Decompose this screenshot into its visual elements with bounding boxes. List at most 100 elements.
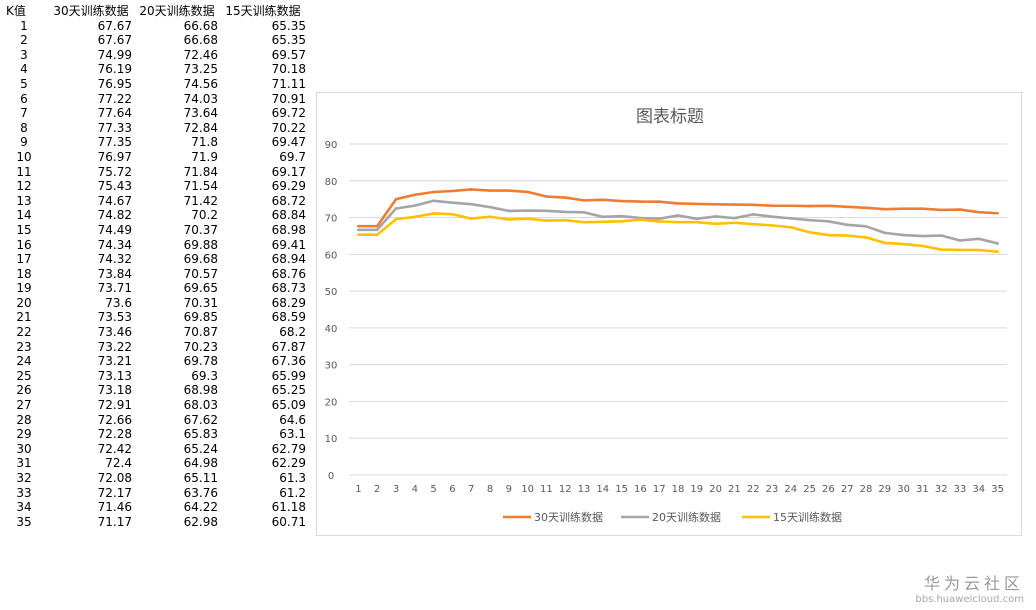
data-point: [751, 213, 755, 216]
data-point: [883, 231, 887, 235]
y-tick-label: 60: [325, 250, 338, 261]
cell-20d: 65.83: [183, 427, 218, 442]
cell-15d: 69.47: [271, 135, 306, 150]
cell-30d: 76.95: [97, 76, 132, 91]
data-point: [545, 219, 548, 222]
table-row: 25 73.13 69.3 65.99: [0, 369, 306, 384]
table-row: 19 73.71 69.65 68.73: [0, 281, 306, 296]
cell-30d: 72.08: [97, 471, 132, 485]
cell-20d: 71.54: [183, 179, 218, 194]
data-point: [789, 225, 793, 229]
column-header-k: K值: [6, 4, 26, 18]
data-point: [845, 234, 849, 237]
cell-20d: 73.25: [183, 62, 218, 77]
column-header-20d: 20天训练数据: [139, 4, 215, 18]
data-point: [526, 190, 529, 194]
cell-20d: 70.23: [183, 339, 218, 354]
table-row: 29 72.28 65.83 63.1: [0, 427, 306, 442]
cell-k: 13: [16, 193, 32, 208]
cell-k: 15: [16, 222, 32, 237]
cell-k: 12: [16, 179, 32, 194]
table-row: 8 77.33 72.84 70.22: [0, 121, 306, 136]
data-point: [357, 233, 360, 236]
data-point: [695, 220, 699, 224]
cell-30d: 67.67: [97, 18, 132, 33]
data-point: [921, 207, 924, 211]
x-tick-label: 14: [596, 484, 609, 495]
data-point: [432, 199, 435, 203]
data-point: [526, 217, 529, 220]
y-tick-label: 50: [325, 287, 338, 298]
cell-30d: 75.72: [97, 164, 132, 179]
data-point: [488, 189, 492, 192]
cell-15d: 68.59: [271, 310, 306, 325]
x-tick-label: 29: [878, 484, 891, 495]
cell-15d: 69.29: [271, 179, 306, 194]
cell-30d: 72.4: [105, 456, 132, 471]
table-row: 31 72.4 64.98 62.29: [0, 456, 306, 471]
x-tick-label: 25: [803, 484, 816, 495]
data-point: [751, 222, 755, 226]
data-point: [808, 204, 811, 208]
data-point: [507, 209, 511, 213]
table-row: 23 73.22 70.23 67.87: [0, 340, 306, 355]
cell-k: 9: [20, 135, 28, 150]
data-point: [789, 204, 793, 208]
cell-30d: 76.97: [97, 149, 132, 164]
cell-15d: 70.18: [271, 62, 306, 77]
data-point: [845, 223, 849, 227]
data-point: [375, 224, 379, 228]
table-row: 35 71.17 62.98 60.71: [0, 515, 306, 530]
legend-label: 20天训练数据: [652, 510, 721, 524]
x-tick-label: 33: [954, 484, 967, 495]
cell-15d: 62.29: [271, 456, 306, 471]
data-point: [469, 202, 473, 206]
table-row: 34 71.46 64.22 61.18: [0, 500, 306, 515]
data-point: [451, 212, 454, 216]
cell-k: 11: [16, 164, 32, 179]
cell-15d: 65.35: [271, 18, 306, 33]
cell-30d: 76.19: [97, 62, 132, 77]
cell-k: 19: [16, 281, 32, 296]
table-row: 10 76.97 71.9 69.7: [0, 150, 306, 165]
data-point: [977, 237, 981, 241]
cell-15d: 68.98: [271, 222, 306, 237]
data-point: [714, 222, 717, 226]
cell-30d: 73.71: [97, 281, 132, 296]
cell-20d: 69.88: [183, 237, 218, 252]
cell-15d: 68.2: [279, 325, 306, 340]
data-point: [357, 228, 360, 232]
data-point: [770, 204, 774, 208]
cell-20d: 71.8: [191, 135, 218, 150]
cell-15d: 67.87: [271, 339, 306, 354]
data-point: [958, 239, 962, 242]
data-point: [770, 224, 774, 227]
cell-30d: 71.46: [97, 500, 132, 515]
data-point: [902, 207, 905, 210]
data-point: [601, 198, 605, 202]
cell-15d: 67.36: [271, 354, 306, 369]
cell-20d: 66.68: [183, 18, 218, 33]
table-row: 20 73.6 70.31 68.29: [0, 296, 306, 311]
cell-15d: 65.99: [271, 368, 306, 383]
data-point: [921, 244, 924, 248]
cell-30d: 72.91: [97, 398, 132, 413]
cell-20d: 69.3: [191, 368, 218, 383]
cell-20d: 68.98: [183, 383, 218, 398]
data-point: [601, 215, 605, 219]
x-tick-label: 26: [822, 484, 835, 495]
data-point: [469, 188, 473, 191]
cell-k: 3: [20, 47, 28, 62]
cell-15d: 69.7: [279, 149, 306, 164]
y-tick-label: 90: [325, 140, 338, 151]
data-table: K值 30天训练数据 20天训练数据 15天训练数据 1 67.67 66.68 65…: [0, 4, 306, 529]
cell-k: 8: [20, 120, 28, 135]
data-point: [845, 205, 849, 209]
data-point: [695, 217, 699, 221]
cell-k: 17: [16, 252, 32, 267]
table-row: 27 72.91 68.03 65.09: [0, 398, 306, 413]
cell-30d: 74.49: [97, 222, 132, 237]
cell-k: 32: [16, 471, 32, 485]
cell-20d: 70.57: [183, 266, 218, 281]
data-point: [507, 218, 511, 221]
